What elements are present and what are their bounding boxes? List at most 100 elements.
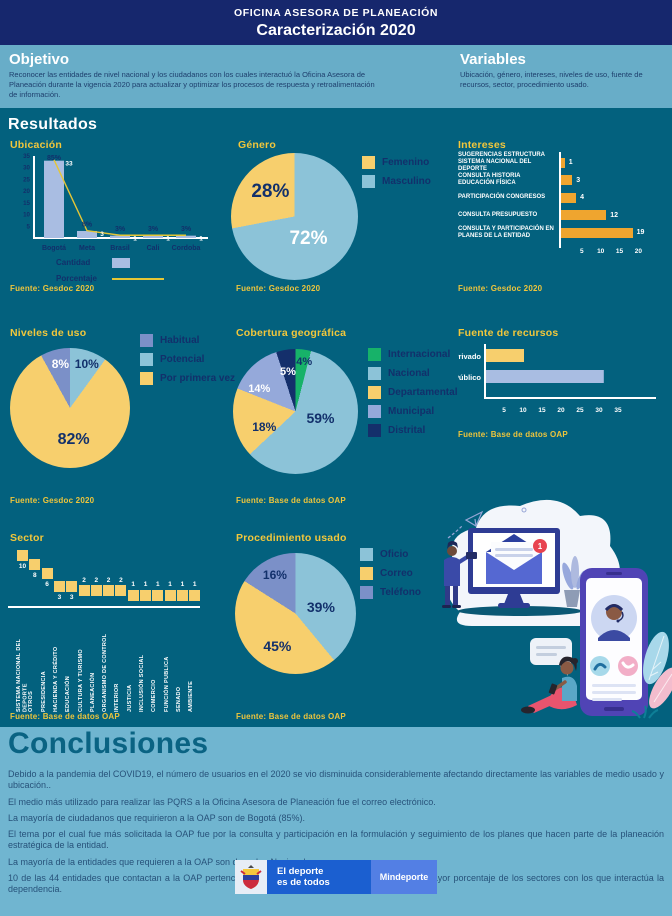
notification-badge <box>533 539 547 553</box>
sector-square <box>78 585 90 597</box>
bar <box>486 349 524 362</box>
legend-item: Teléfono <box>360 586 421 599</box>
value-label: 1 <box>155 581 160 589</box>
colombia-coat-of-arms <box>235 860 267 894</box>
legend-label: Nacional <box>388 368 430 379</box>
plant <box>562 556 586 607</box>
legend-label: Departamental <box>388 387 458 398</box>
legend-swatch <box>112 257 130 268</box>
objective-band: Objetivo Reconocer las entidades de nive… <box>0 45 672 108</box>
source-genero: Fuente: Gesdoc 2020 <box>236 284 321 293</box>
bar <box>110 235 130 238</box>
bar-row: CONSULTA HISTORIA EDUCACIÓN FÍSICA 3 <box>458 172 650 190</box>
bar <box>44 160 64 238</box>
intereses-axis-ticks: 5 10 15 20 <box>563 248 653 258</box>
legend-item: Femenino <box>362 156 431 169</box>
variables-text: Ubicación, género, intereses, niveles de… <box>460 70 643 89</box>
bar-row: PARTICIPACIÓN CONGRESOS 4 <box>458 189 650 207</box>
pie-value-label: 4% <box>296 355 313 368</box>
y-tick-label: 5 <box>27 223 31 230</box>
category-label: JUSTICIA <box>126 684 133 712</box>
legend-label: Internacional <box>388 349 451 360</box>
legend-swatch <box>368 386 381 399</box>
x-tick-label: 15 <box>615 248 624 255</box>
bar <box>143 235 163 238</box>
sector-square <box>115 585 127 597</box>
legend-swatch <box>140 372 153 385</box>
standing-person <box>442 541 477 608</box>
category-label: AMBIENTE <box>188 680 195 712</box>
bar <box>561 175 573 186</box>
value-label: 3 <box>57 593 62 601</box>
x-tick-label: 5 <box>580 248 584 255</box>
category-label: SENADO <box>175 686 182 712</box>
legend-item: Departamental <box>368 386 457 399</box>
source-niveles: Fuente: Gesdoc 2020 <box>10 496 95 505</box>
x-tick-label: 30 <box>595 407 603 414</box>
count-label: 3 <box>100 231 104 238</box>
percent-label: 3% <box>148 226 159 233</box>
sector-square <box>152 589 164 601</box>
legend-swatch <box>368 424 381 437</box>
legend-item: Correo <box>360 567 421 580</box>
y-tick-label: 35 <box>23 153 30 160</box>
pie-value-label: 5% <box>280 365 296 378</box>
category-label: Privado <box>458 352 481 361</box>
legend-label: Municipal <box>388 406 435 417</box>
category-label: EDUCACIÓN <box>65 675 72 712</box>
legend-item: Oficio <box>360 548 421 561</box>
value-label: 3 <box>576 176 581 184</box>
category-label: COMERCIO <box>151 679 158 712</box>
bar-row: CONSULTA Y PARTICIPACIÓN EN PLANES DE LA… <box>458 224 650 242</box>
legend-line-swatch <box>112 277 164 280</box>
chart-title-procedimiento: Procedimiento usado <box>236 532 347 544</box>
cobertura-legend: Internacional Nacional Departamental Munici… <box>368 348 457 443</box>
value-label: 1 <box>168 581 172 589</box>
chart-title-genero: Género <box>238 139 276 151</box>
bar <box>77 230 97 238</box>
sector-square <box>176 589 188 601</box>
legend-label: Femenino <box>382 157 430 168</box>
category-label: CULTURA Y TURISMO <box>77 649 84 712</box>
y-tick-label: 10 <box>23 212 30 219</box>
category-label: PRESIDENCIA <box>40 671 47 712</box>
y-tick-label: 30 <box>23 165 30 172</box>
sector-square <box>17 550 28 561</box>
legend-item: Municipal <box>368 405 457 418</box>
value-label: 4 <box>580 194 584 202</box>
bar <box>486 370 604 383</box>
value-label: 3 <box>69 593 74 601</box>
pie-value-label: 82% <box>57 431 90 449</box>
sitting-person <box>521 656 578 714</box>
pie-value-label: 28% <box>251 181 290 203</box>
value-label: 1 <box>192 581 197 589</box>
legend-label: Potencial <box>160 354 205 365</box>
phone-call-screen <box>580 568 648 716</box>
value-label: 6 <box>45 580 49 588</box>
value-label: 2 <box>82 576 86 584</box>
category-label: CONSULTA Y PARTICIPACIÓN EN PLANES DE LA… <box>458 225 554 239</box>
bar-row: SUGERENCIAS ESTRUCTURA SISTEMA NACIONAL … <box>458 152 650 172</box>
brand-line1: El deporte <box>277 865 324 877</box>
category-label: CONSULTA PRESUPUESTO <box>458 211 538 218</box>
conclusion-item: La mayoría de la entidades que requieren… <box>8 856 309 867</box>
x-tick-label: 20 <box>634 248 643 255</box>
legend-item: Cantidad <box>56 256 164 269</box>
legend-label: Porcentaje <box>56 274 97 283</box>
genero-pie: 28% 72% <box>231 153 358 280</box>
bar <box>561 157 565 168</box>
legend-swatch <box>368 367 381 380</box>
procedimiento-legend: Oficio Correo Teléfono <box>360 548 421 605</box>
category-label: PLANEACIÓN <box>89 672 96 712</box>
legend-label: Oficio <box>380 549 409 560</box>
org-name: OFICINA ASESORA DE PLANEACIÓN <box>233 7 439 19</box>
legend-swatch <box>140 334 153 347</box>
y-tick-label: 25 <box>23 176 30 183</box>
legend-label: Distrital <box>388 425 426 436</box>
legend-label: Masculino <box>382 176 431 187</box>
percentage-line <box>53 159 186 236</box>
x-tick-label: 20 <box>557 407 565 414</box>
legend-item: Potencial <box>140 353 235 366</box>
legend-label: Teléfono <box>380 587 421 598</box>
legend-item: Nacional <box>368 367 457 380</box>
